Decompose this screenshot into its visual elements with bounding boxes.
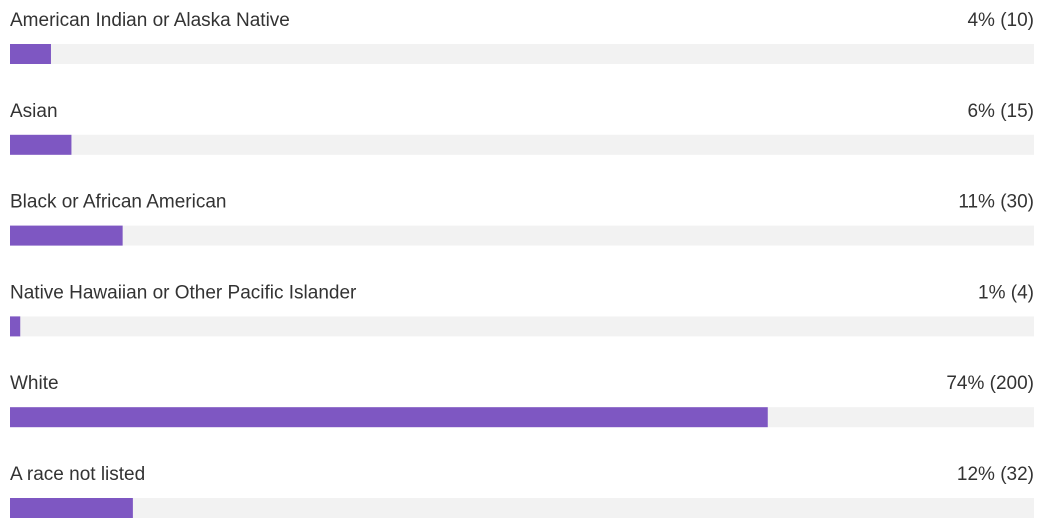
bar bbox=[10, 407, 768, 428]
bar bbox=[10, 44, 51, 64]
value-label: 6% (15) bbox=[967, 101, 1034, 122]
bar-track bbox=[10, 316, 1034, 337]
category-label: White bbox=[10, 373, 59, 394]
category-label: Black or African American bbox=[10, 192, 226, 213]
bar-track bbox=[10, 44, 1034, 64]
bar-track bbox=[10, 225, 1034, 246]
bar bbox=[10, 316, 21, 337]
bar bbox=[10, 225, 123, 246]
bar bbox=[10, 498, 133, 518]
value-label: 4% (10) bbox=[967, 10, 1034, 31]
bar-track bbox=[10, 134, 1034, 155]
category-label: Asian bbox=[10, 101, 58, 122]
value-label: 11% (30) bbox=[958, 192, 1034, 213]
value-label: 74% (200) bbox=[946, 373, 1034, 394]
category-label: Native Hawaiian or Other Pacific Islande… bbox=[10, 282, 357, 303]
value-label: 1% (4) bbox=[978, 282, 1034, 303]
category-label: A race not listed bbox=[10, 464, 145, 485]
bar bbox=[10, 134, 72, 155]
category-label: American Indian or Alaska Native bbox=[10, 10, 290, 31]
value-label: 12% (32) bbox=[957, 464, 1034, 485]
bar-track bbox=[10, 498, 1034, 518]
